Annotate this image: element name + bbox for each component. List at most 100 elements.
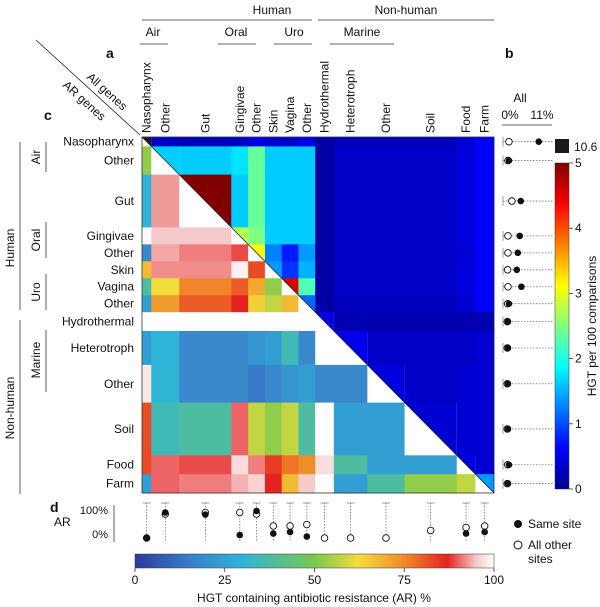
side-group-human: Human [3, 229, 17, 268]
panel-d-tick-0: 0% [92, 529, 108, 541]
heatmap-cell-upper [475, 137, 495, 147]
panel-b-point-same-site [504, 480, 512, 487]
heatmap-cell-upper [475, 261, 495, 279]
panel-b-point-same-site [504, 380, 512, 388]
panel-b-point-same-site [504, 318, 512, 325]
heatmap-cell-upper [333, 146, 368, 176]
heatmap-cell-lower [248, 312, 266, 332]
panel-b-point-same-site [535, 138, 543, 146]
heatmap-cell-upper [367, 261, 406, 279]
column-label-other: Other [300, 103, 314, 133]
panel-b-title: All [513, 91, 526, 105]
heatmap-cell-upper [404, 331, 458, 366]
heatmap-cell-upper [248, 174, 266, 228]
heatmap-cell-upper [475, 146, 495, 176]
heatmap-cell-upper [315, 244, 335, 262]
heatmap-cell-lower [315, 474, 335, 494]
hgt-colorbar-top-label: 10.6 [574, 140, 598, 154]
heatmap-cell-lower [151, 402, 180, 456]
panel-d-point-same-site [161, 509, 169, 516]
heatmap-cell-lower [248, 364, 266, 403]
panel-d-point-same-site [462, 530, 470, 537]
ar-tick-label: 25 [218, 573, 232, 587]
panel-d-point-same-site [481, 528, 488, 536]
heatmap-cell-lower [151, 295, 180, 313]
hgt-tick-label: 2 [575, 352, 582, 366]
heatmap-cell-lower [315, 364, 335, 403]
heatmap-cell-lower [142, 474, 152, 494]
heatmap-cell-lower [179, 244, 232, 262]
heatmap-cell-upper [264, 137, 283, 147]
heatmap-cell-upper [475, 364, 495, 403]
heatmap-cell-upper [456, 227, 476, 245]
heatmap-cell-upper [367, 244, 406, 262]
corner-divider [35, 39, 141, 136]
panel-d-point-other-sites [480, 522, 489, 530]
column-label-skin: Skin [266, 110, 280, 133]
heatmap-cell-upper [333, 227, 368, 245]
panel-b-point-same-site [505, 157, 513, 164]
heatmap-cell-lower [298, 402, 316, 456]
heatmap-cell-lower [298, 364, 316, 403]
heatmap-cell-lower [264, 402, 283, 456]
row-label-other: Other [104, 297, 134, 311]
heatmap-cell-lower [367, 402, 406, 456]
heatmap-cell-lower [315, 402, 335, 456]
heatmap-cell-upper [475, 174, 495, 228]
heatmap-cell-lower [151, 174, 180, 228]
panel-d-point-other-sites [426, 526, 435, 535]
legend-same-site-marker [514, 520, 522, 528]
panel-b-point-other-sites [504, 232, 512, 240]
panel-b-point-other-sites [508, 197, 516, 205]
panel-d-point-other-sites [382, 534, 390, 542]
panel-d-tick-100: 100% [80, 505, 108, 517]
heatmap-cell-upper [367, 295, 406, 313]
heatmap-cell-lower [151, 331, 180, 366]
hgt-colorbar-ticks: 0 1 2 3 4 5 [569, 156, 582, 496]
heatmap-cell-lower [142, 227, 152, 245]
column-label-vagina: Vagina [283, 96, 297, 133]
legend-other-sites-marker [513, 540, 523, 550]
panel-b-tick-11: 11% [530, 108, 553, 122]
heatmap-cell-upper [367, 278, 406, 296]
heatmap-cell-upper [179, 137, 232, 147]
heatmap-cell-lower [264, 364, 283, 403]
heatmap-cell-upper [456, 364, 476, 403]
heatmap-cell-lower [142, 402, 152, 456]
heatmap-cell-lower [179, 278, 232, 296]
heatmap-cell-upper [456, 312, 476, 332]
heatmap-cell-lower [281, 331, 299, 366]
hgt-tick-label: 3 [575, 286, 582, 300]
heatmap-border [141, 136, 495, 494]
hgt-colorbar-top-swatch [555, 139, 569, 153]
panel-d-point-same-site [202, 511, 209, 518]
panel-d-point-other-sites [286, 522, 294, 530]
heatmap-cell-lower [298, 331, 316, 366]
panel-b-point-same-site [513, 266, 521, 274]
row-label-heterotroph: Heterotroph [71, 341, 134, 355]
hgt-tick-label: 1 [575, 417, 582, 431]
heatmap-cell-lower [315, 331, 335, 366]
heatmap-cell-upper [456, 137, 476, 147]
hgt-tick-label: 4 [575, 221, 582, 235]
ar-tick-label: 0 [132, 573, 139, 587]
column-label-other: Other [250, 103, 264, 133]
panel-b-point-other-sites [505, 137, 513, 146]
legend-other-sites-line2: sites [528, 552, 553, 566]
panel-d-point-other-sites [303, 520, 311, 529]
ar-tick-label: 50 [308, 573, 322, 587]
heatmap-cell-upper [281, 174, 299, 228]
heatmap-cell-lower [281, 474, 299, 494]
row-label-other: Other [104, 246, 134, 260]
heatmap-cell-upper [475, 402, 495, 456]
panel-b-point-same-site [505, 461, 513, 469]
heatmap-cell-upper [404, 261, 458, 279]
row-label-farm: Farm [106, 477, 134, 491]
heatmap-cell-upper [475, 312, 495, 332]
heatmap-cell-upper [333, 278, 368, 296]
heatmap-cell-lower [248, 295, 266, 313]
heatmap-cell-upper [475, 455, 495, 475]
heatmap-cell-upper [315, 137, 335, 147]
panel-b-point-same-site [514, 249, 522, 257]
panel-b-point-same-site [518, 283, 525, 291]
